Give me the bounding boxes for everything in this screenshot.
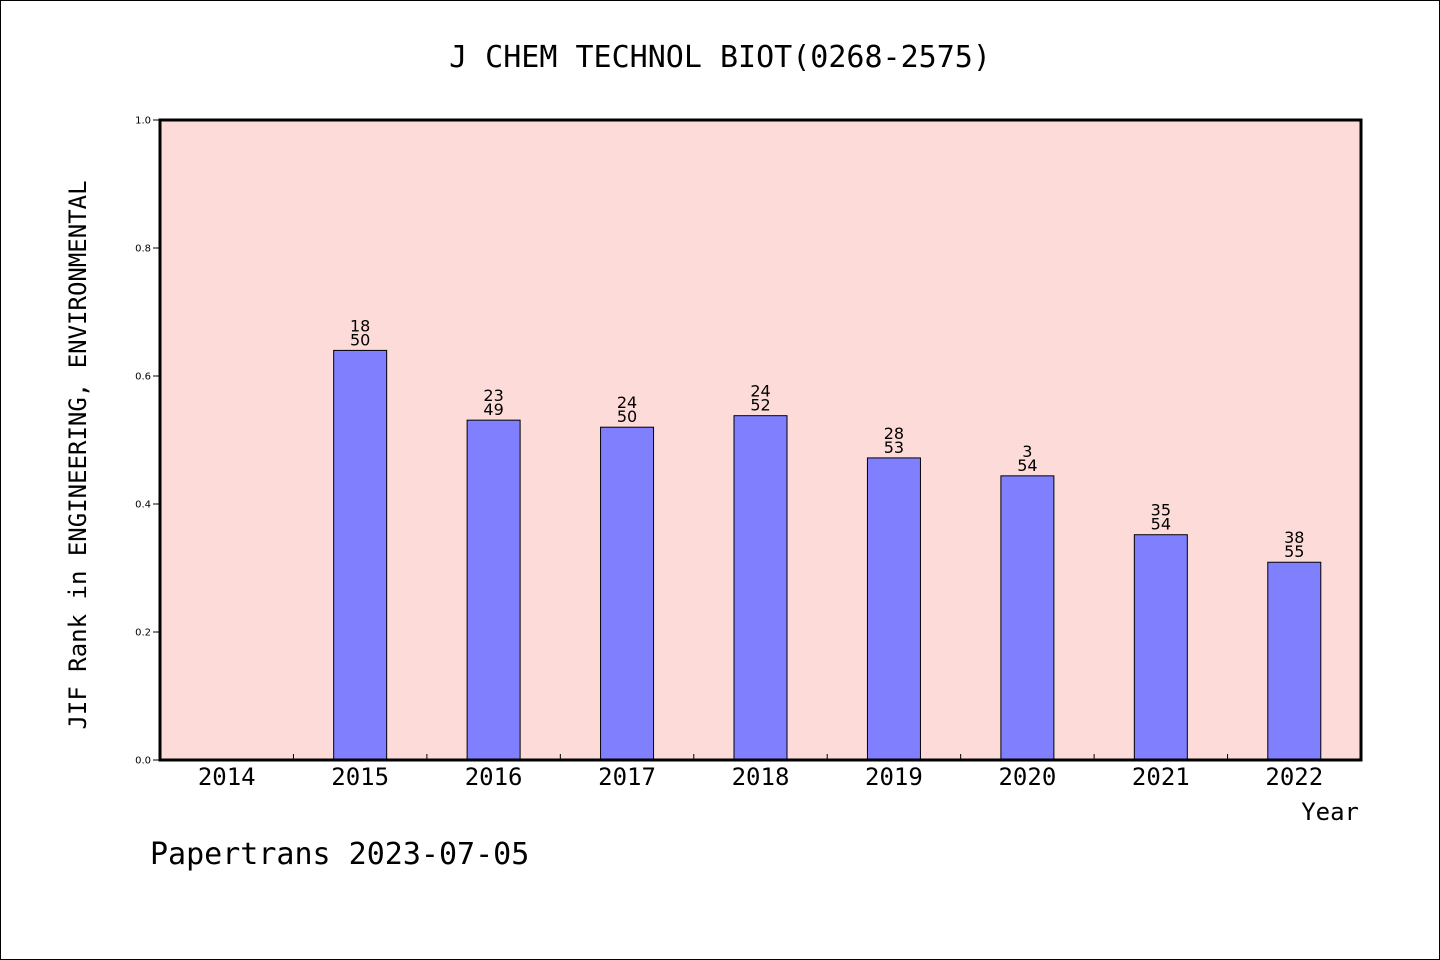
bar-label-total: 55 [1284,542,1304,561]
chart-title: J CHEM TECHNOL BIOT(0268-2575) [449,40,991,75]
bar-label-total: 50 [617,407,637,426]
bar-label-total: 54 [1017,456,1037,475]
bar-label-rank: 24 [617,393,637,412]
bar [866,457,921,761]
bar [733,415,788,761]
bar [333,349,388,761]
footer-source-date: Papertrans 2023-07-05 [150,837,529,872]
bar [1000,475,1055,761]
bar-label-total: 52 [750,396,770,415]
y-tick-label: 0.6 [135,372,151,383]
bar-label-rank: 24 [750,382,770,401]
bar [466,419,521,761]
bar-label-rank: 23 [483,386,503,405]
x-tick-label: 2022 [1265,763,1323,791]
y-axis: 0.0 0.2 0.4 0.6 0.8 1.0 [135,116,160,767]
bar-label-rank: 38 [1284,528,1304,547]
x-tick-label: 2018 [732,763,790,791]
y-axis-label: JIF Rank in ENGINEERING, ENVIRONMENTAL [64,180,92,729]
x-tick-label: 2016 [465,763,523,791]
x-tick-label: 2017 [598,763,656,791]
bar-label-total: 54 [1151,515,1171,534]
bar-label-rank: 28 [884,424,904,443]
bar-label-total: 49 [483,400,503,419]
bar-label-total: 53 [884,438,904,457]
bar-label-total: 50 [350,330,370,349]
bar [1267,561,1322,761]
bar-label-rank: 35 [1151,501,1171,520]
y-tick-label: 0.8 [135,244,151,255]
plot-border [158,118,1363,762]
y-tick-label: 0.2 [135,628,151,639]
x-tick-label: 2021 [1132,763,1190,791]
x-axis-label: Year [1301,798,1359,826]
bar [1133,534,1188,761]
x-tick-label: 2019 [865,763,923,791]
bar-label-rank: 3 [1022,442,1032,461]
y-tick-label: 0.4 [135,500,151,511]
x-axis: 2014 2015 2016 2017 2018 2019 2020 2021 2022 [198,754,1323,791]
bar-label-rank: 18 [350,316,370,335]
y-tick-label: 0.0 [135,756,151,767]
bar-series [333,349,1322,761]
x-tick-label: 2020 [998,763,1056,791]
x-tick-label: 2014 [198,763,256,791]
bar [600,426,655,761]
x-tick-label: 2015 [331,763,389,791]
y-tick-label: 1.0 [135,116,151,127]
